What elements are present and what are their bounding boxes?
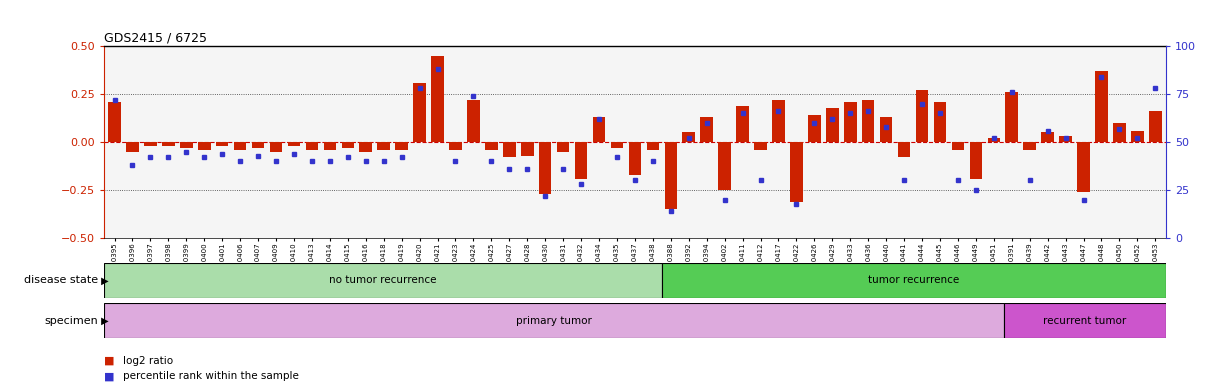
Bar (808, 115, 821, 142)
Text: GDS2415 / 6725: GDS2415 / 6725 (104, 31, 206, 44)
Bar (827, 108, 839, 142)
Bar (844, 102, 856, 142)
Bar (485, 142, 498, 150)
Bar (468, 100, 480, 142)
Text: tumor recurrence: tumor recurrence (868, 275, 960, 285)
Bar (305, 142, 319, 150)
Bar (538, 142, 552, 194)
Bar (179, 142, 193, 148)
Bar (1004, 303, 1166, 338)
Bar (126, 142, 139, 152)
Text: ▶: ▶ (98, 275, 109, 285)
Bar (503, 142, 515, 157)
Bar (1131, 131, 1144, 142)
Bar (359, 142, 372, 152)
Text: ▶: ▶ (98, 316, 109, 326)
Bar (414, 83, 426, 142)
Bar (1060, 136, 1072, 142)
Bar (592, 117, 606, 142)
Text: ■: ■ (104, 356, 115, 366)
Text: recurrent tumor: recurrent tumor (1044, 316, 1127, 326)
Bar (234, 142, 247, 150)
Bar (104, 263, 662, 298)
Bar (1023, 142, 1035, 150)
Bar (162, 142, 175, 146)
Bar (736, 106, 748, 142)
Bar (683, 132, 695, 142)
Text: ■: ■ (104, 371, 115, 381)
Bar (662, 263, 1166, 298)
Bar (288, 142, 300, 146)
Bar (755, 142, 767, 150)
Bar (216, 142, 228, 146)
Bar (664, 142, 678, 209)
Bar (575, 142, 587, 179)
Bar (109, 102, 121, 142)
Bar (104, 303, 1004, 338)
Bar (144, 142, 156, 146)
Bar (431, 56, 443, 142)
Text: log2 ratio: log2 ratio (123, 356, 173, 366)
Bar (1005, 92, 1018, 142)
Text: disease state: disease state (23, 275, 98, 285)
Bar (270, 142, 282, 152)
Bar (521, 142, 534, 156)
Bar (718, 142, 731, 190)
Bar (198, 142, 210, 150)
Bar (629, 142, 641, 175)
Bar (377, 142, 389, 150)
Bar (969, 142, 982, 179)
Bar (252, 142, 265, 148)
Bar (862, 100, 874, 142)
Bar (934, 102, 946, 142)
Bar (610, 142, 623, 148)
Text: primary tumor: primary tumor (516, 316, 592, 326)
Bar (557, 142, 569, 152)
Bar (790, 142, 802, 202)
Bar (396, 142, 408, 150)
Bar (1095, 71, 1107, 142)
Bar (701, 117, 713, 142)
Bar (647, 142, 659, 150)
Bar (988, 138, 1000, 142)
Text: specimen: specimen (44, 316, 98, 326)
Bar (897, 142, 911, 157)
Text: percentile rank within the sample: percentile rank within the sample (123, 371, 299, 381)
Bar (449, 142, 462, 150)
Bar (951, 142, 965, 150)
Bar (1149, 111, 1161, 142)
Bar (772, 100, 785, 142)
Text: no tumor recurrence: no tumor recurrence (330, 275, 437, 285)
Bar (916, 90, 928, 142)
Bar (880, 117, 893, 142)
Bar (342, 142, 354, 148)
Bar (1114, 123, 1126, 142)
Bar (324, 142, 336, 150)
Bar (1042, 132, 1054, 142)
Bar (1077, 142, 1090, 192)
